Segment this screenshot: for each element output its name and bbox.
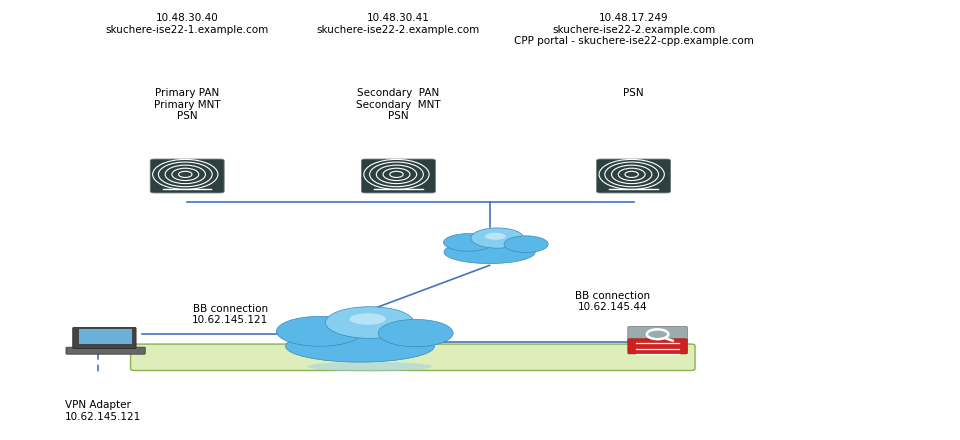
Text: 10.48.17.249
skuchere-ise22-2.example.com
CPP portal - skuchere-ise22-cpp.exampl: 10.48.17.249 skuchere-ise22-2.example.co… [514, 13, 754, 46]
Ellipse shape [307, 362, 432, 371]
Text: Primary PAN
Primary MNT
PSN: Primary PAN Primary MNT PSN [154, 88, 221, 121]
FancyBboxPatch shape [628, 326, 687, 341]
FancyBboxPatch shape [131, 344, 695, 370]
Text: BB connection
10.62.145.44: BB connection 10.62.145.44 [575, 290, 650, 312]
Text: VPN Adapter
10.62.145.121: VPN Adapter 10.62.145.121 [65, 400, 141, 422]
Text: BB connection
10.62.145.121: BB connection 10.62.145.121 [192, 304, 269, 326]
Text: PSN: PSN [623, 88, 644, 98]
Ellipse shape [471, 228, 524, 248]
FancyBboxPatch shape [80, 330, 132, 344]
FancyBboxPatch shape [73, 327, 136, 348]
Ellipse shape [485, 233, 506, 240]
Ellipse shape [378, 319, 453, 347]
FancyBboxPatch shape [628, 339, 687, 354]
Ellipse shape [504, 236, 548, 253]
Text: Secondary  PAN
Secondary  MNT
PSN: Secondary PAN Secondary MNT PSN [356, 88, 441, 121]
FancyBboxPatch shape [597, 159, 671, 193]
Ellipse shape [444, 241, 536, 264]
Ellipse shape [325, 307, 414, 338]
FancyBboxPatch shape [361, 159, 435, 193]
Ellipse shape [444, 234, 493, 251]
Text: 10.48.30.41
skuchere-ise22-2.example.com: 10.48.30.41 skuchere-ise22-2.example.com [317, 13, 480, 35]
Ellipse shape [276, 316, 363, 346]
Text: 10.48.30.40
skuchere-ise22-1.example.com: 10.48.30.40 skuchere-ise22-1.example.com [106, 13, 269, 35]
FancyBboxPatch shape [66, 347, 145, 354]
Ellipse shape [349, 313, 386, 325]
FancyBboxPatch shape [150, 159, 225, 193]
Ellipse shape [286, 330, 434, 362]
